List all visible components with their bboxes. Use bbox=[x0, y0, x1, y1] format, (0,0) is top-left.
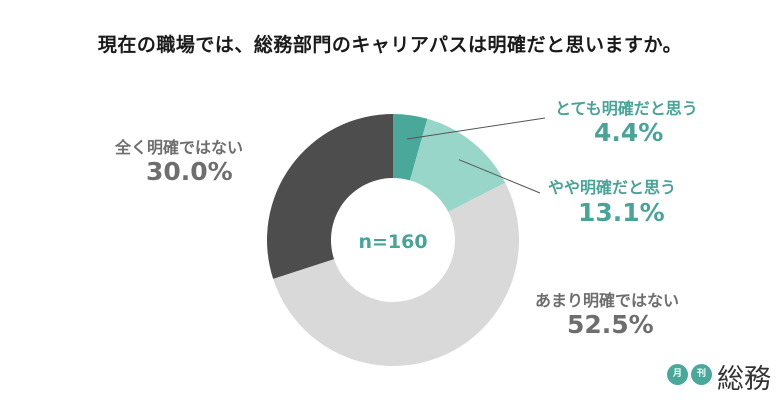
slice-very-clear bbox=[393, 114, 428, 181]
logo-text: 総務 bbox=[717, 364, 771, 395]
leader-line-somewhat-clear bbox=[458, 159, 541, 194]
slice-not-clear-at-all bbox=[267, 114, 393, 279]
label-not-very-clear-name: あまり明確ではない bbox=[535, 291, 680, 310]
logo-dot-tsuki: 月 bbox=[667, 364, 688, 385]
label-very-clear-value: 4.4% bbox=[594, 118, 664, 147]
label-not-clear-at-all-value: 30.0% bbox=[146, 157, 233, 186]
chart-title: 現在の職場では、総務部門のキャリアパスは明確だと思いますか。 bbox=[97, 34, 683, 56]
label-somewhat-clear-name: やや明確だと思う bbox=[548, 178, 677, 197]
label-not-clear-at-all-name: 全く明確ではない bbox=[115, 138, 244, 157]
slice-somewhat-clear bbox=[409, 118, 506, 212]
slice-not-very-clear bbox=[273, 182, 519, 367]
gekkan-soumu-logo: 月 刊 総務 bbox=[667, 357, 771, 395]
leader-line-very-clear bbox=[406, 117, 546, 140]
center-label: n=160 bbox=[358, 231, 427, 253]
logo-dot-kan: 刊 bbox=[691, 364, 712, 385]
label-not-very-clear-value: 52.5% bbox=[567, 310, 654, 339]
label-very-clear-name: とても明確だと思う bbox=[555, 99, 698, 118]
label-somewhat-clear-value: 13.1% bbox=[578, 198, 665, 227]
